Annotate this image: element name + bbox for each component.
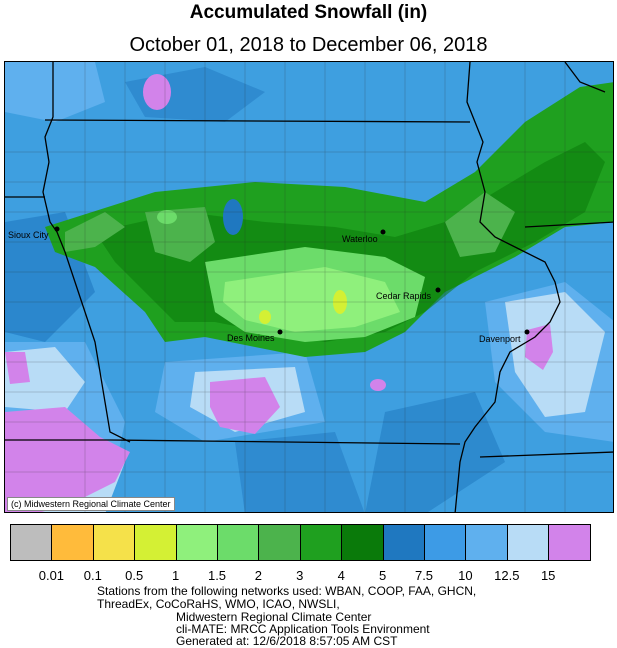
footer-line-5: Generated at: 12/6/2018 8:57:05 AM CST	[176, 634, 398, 648]
legend-swatch-7	[300, 525, 343, 560]
legend-swatch-3	[135, 525, 177, 560]
map-title: Accumulated Snowfall (in)	[189, 2, 428, 23]
legend-swatch-5	[217, 525, 260, 560]
legend-tick-label: 7.5	[414, 568, 434, 583]
legend-swatch-1	[52, 525, 94, 560]
legend-swatch-10	[424, 525, 467, 560]
legend-swatch-4	[176, 525, 218, 560]
legend-tick-label: 12.5	[494, 568, 520, 583]
legend-tick-label: 0.01	[38, 568, 65, 583]
legend-ticks: 0.01 0.1 0.5 1 1.5 2 3 4 5 7.5 10 12.5 15	[0, 568, 617, 584]
legend-tick-label: 1.5	[207, 568, 227, 583]
legend-tick-label: 10	[458, 568, 473, 583]
legend-swatch-13	[549, 525, 591, 560]
city-label-des-moines: Des Moines	[227, 333, 275, 343]
city-label-cedar-rapids: Cedar Rapids	[376, 291, 432, 301]
city-label-waterloo: Waterloo	[342, 234, 378, 244]
legend-swatch-9	[383, 525, 425, 560]
legend-swatch-8	[342, 525, 384, 560]
legend-tick-label: 1	[171, 568, 180, 583]
legend-swatch-0	[11, 525, 53, 560]
legend-swatch-2	[93, 525, 136, 560]
legend-swatch-6	[259, 525, 301, 560]
color-legend	[10, 524, 592, 561]
legend-swatch-12	[507, 525, 550, 560]
legend-swatch-11	[466, 525, 508, 560]
legend-tick-label: 15	[540, 568, 556, 583]
city-label-sioux-city: Sioux City	[8, 230, 49, 240]
legend-tick-label: 0.5	[125, 568, 144, 583]
legend-tick-label: 2	[254, 568, 263, 583]
footer-line-1: Stations from the following networks use…	[97, 584, 477, 598]
footer-line-2: ThreadEx, CoCoRaHS, WMO, ICAO, NWSLI,	[97, 597, 340, 611]
legend-tick-label: 4	[337, 568, 345, 583]
footer-line-4: cli-MATE: MRCC Application Tools Environ…	[176, 622, 430, 636]
city-label-davenport: Davenport	[479, 334, 521, 344]
legend-tick-label: 5	[378, 568, 387, 583]
snowfall-contours	[5, 62, 613, 512]
snowfall-map: Sioux City Waterloo Cedar Rapids Des Moi…	[4, 61, 614, 513]
map-subtitle: October 01, 2018 to December 06, 2018	[129, 34, 488, 56]
footer-line-3: Midwestern Regional Climate Center	[176, 610, 372, 624]
legend-tick-label: 3	[296, 568, 304, 583]
legend-tick-label: 0.1	[83, 568, 102, 583]
map-credit: (c) Midwestern Regional Climate Center	[7, 497, 175, 511]
